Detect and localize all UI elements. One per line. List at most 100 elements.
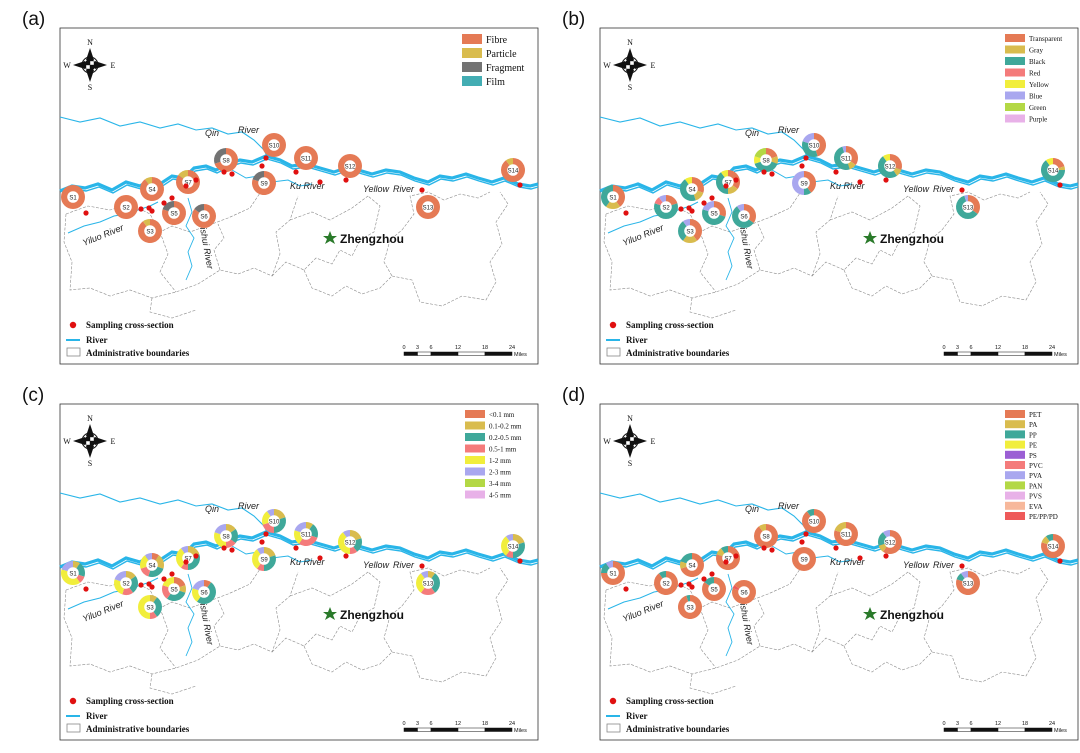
pie-hole [344, 160, 356, 172]
pie-hole [144, 225, 156, 237]
site-label: S6 [200, 215, 208, 221]
sampling-point [833, 545, 839, 551]
yellow-label: Yellow [903, 560, 930, 570]
pie-hole [884, 536, 896, 548]
pie-hole [660, 201, 672, 213]
pie-s1: S1 [61, 561, 85, 585]
site-label: S5 [170, 588, 178, 594]
qin-river-label: River [778, 125, 800, 135]
pie-hole [120, 577, 132, 589]
boundaries-key-label: Administrative boundaries [626, 724, 730, 734]
admin-boundary [689, 673, 737, 695]
legend-swatch [1005, 68, 1025, 77]
compass-w: W [603, 437, 611, 446]
pie-s4: S4 [680, 177, 704, 202]
site-label: S13 [963, 582, 974, 588]
map-key: Sampling cross-section River Administrativ… [66, 320, 190, 358]
legend-swatch [465, 433, 485, 441]
sampling-point [723, 559, 729, 565]
site-label: S9 [260, 182, 268, 188]
map-frame [59, 403, 539, 741]
site-label: S10 [269, 520, 280, 526]
compass-w: W [63, 437, 71, 446]
pie-hole [840, 528, 852, 540]
sampling-point [733, 553, 739, 559]
pie-slice [846, 146, 858, 166]
compass-s: S [628, 83, 632, 92]
admin-boundary [605, 189, 803, 233]
pie-hole [760, 154, 772, 166]
admin-boundary [689, 297, 737, 319]
site-label: S12 [345, 541, 356, 547]
scale-unit: Miles [514, 352, 527, 358]
site-label: S12 [345, 165, 356, 171]
admin-boundary [603, 213, 779, 299]
legend-swatch [465, 456, 485, 464]
pie-slice [613, 185, 625, 207]
pie-s4: S4 [140, 553, 164, 577]
legend-label: Fibre [486, 35, 508, 46]
compass-n: N [87, 38, 93, 47]
river-key-label: River [86, 711, 108, 721]
site-label: S8 [762, 535, 770, 541]
legend-label: 1-2 mm [489, 457, 512, 465]
compass-n: N [627, 38, 633, 47]
admin-boundary [149, 297, 197, 319]
sampling-point [1057, 558, 1063, 564]
pie-hole [144, 601, 156, 613]
pie-hole [268, 515, 280, 527]
sishui-river-line [185, 197, 195, 281]
admin-boundary [303, 605, 403, 673]
site-label: S1 [69, 196, 77, 202]
pie-s6: S6 [732, 580, 756, 604]
city-label: Zhengzhou [880, 608, 944, 622]
qin-label: Qin [205, 128, 219, 138]
qin-river-label: River [778, 501, 800, 511]
sampling-point [169, 571, 175, 577]
legend-swatch [1005, 491, 1025, 500]
admin-boundary [401, 191, 491, 231]
site-label: S5 [710, 212, 718, 218]
sampling-key-label: Sampling cross-section [626, 696, 714, 706]
pie-hole [146, 559, 158, 571]
sampling-point [138, 206, 144, 212]
sampling-point [83, 586, 89, 592]
site-label: S4 [688, 564, 696, 570]
scale-tick: 0 [942, 721, 945, 727]
pie-hole [344, 536, 356, 548]
city-label: Zhengzhou [340, 608, 404, 622]
pie-slice [968, 195, 980, 215]
compass-e: E [111, 61, 116, 70]
legend-label: Red [1029, 70, 1041, 78]
pie-s12: S12 [878, 530, 902, 554]
site-label: S14 [508, 169, 519, 175]
pie-s6: S6 [732, 204, 756, 228]
sampling-point [193, 553, 199, 559]
admin-boundary [149, 673, 197, 695]
pie-slice [122, 583, 134, 595]
pie-s8: S8 [754, 524, 778, 548]
qin-river-line [599, 116, 809, 159]
sampling-key-label: Sampling cross-section [86, 696, 174, 706]
pie-s2: S2 [654, 195, 678, 219]
scale-tick: 18 [482, 721, 488, 727]
site-label: S7 [724, 557, 732, 563]
legend-label: EVA [1029, 503, 1042, 511]
pie-hole [962, 577, 974, 589]
pie-s9: S9 [252, 171, 276, 195]
map-key: Sampling cross-section River Administrativ… [606, 320, 730, 358]
legend: <0.1 mm 0.1-0.2 mm 0.2-0.5 mm 0.5-1 mm 1-2 m… [465, 410, 522, 500]
pie-hole [507, 164, 519, 176]
pie-slice [174, 585, 186, 593]
pie-slice [744, 204, 756, 224]
site-label: S11 [301, 533, 312, 539]
admin-boundary [699, 231, 717, 293]
pie-s5: S5 [702, 201, 726, 225]
admin-boundary [63, 213, 239, 299]
pie-s9: S9 [792, 171, 816, 195]
admin-boundary [213, 599, 225, 647]
sampling-point [317, 555, 323, 561]
legend-label: Fragment [486, 63, 525, 74]
